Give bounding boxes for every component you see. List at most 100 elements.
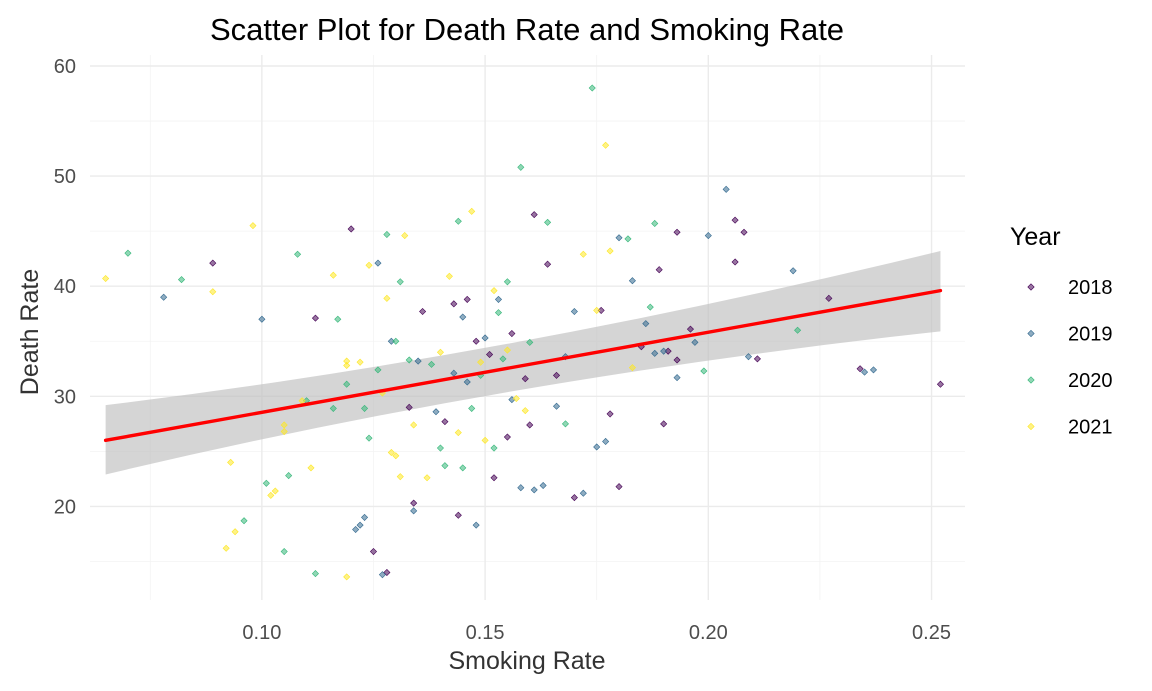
data-point-2020: [794, 326, 802, 334]
data-point-2019: [704, 232, 712, 240]
data-point-2019: [530, 486, 538, 494]
data-point-2021: [503, 346, 511, 354]
data-point-2019: [352, 526, 360, 534]
data-point-2019: [374, 259, 382, 267]
data-point-2020: [177, 276, 186, 284]
data-point-2021: [271, 487, 279, 495]
data-point-2021: [490, 287, 498, 295]
data-point-2018: [731, 216, 739, 224]
chart-title: Scatter Plot for Death Rate and Smoking …: [210, 12, 844, 47]
data-point-2019: [691, 338, 699, 346]
legend: Year 2018 2019 2020 2021: [1010, 223, 1113, 439]
data-point-2020: [441, 462, 449, 470]
data-point-2020: [436, 444, 444, 452]
data-point-2020: [285, 472, 293, 480]
data-point-2021: [579, 250, 587, 258]
data-point-2019: [414, 357, 422, 365]
legend-key-2020: [1027, 376, 1035, 384]
data-point-2020: [392, 337, 400, 345]
data-point-2020: [365, 434, 373, 442]
data-point-2018: [936, 380, 944, 388]
data-point-2018: [311, 314, 319, 322]
data-point-2019: [472, 521, 480, 529]
data-point-2018: [209, 259, 217, 267]
data-point-2021: [521, 407, 529, 415]
data-point-2020: [124, 249, 132, 257]
data-point-2018: [615, 483, 623, 491]
legend-key-2018: [1027, 283, 1035, 291]
data-point-2018: [410, 499, 418, 507]
data-point-2020: [503, 278, 511, 286]
data-point-2018: [450, 300, 458, 308]
data-point-2021: [267, 491, 275, 499]
data-point-2018: [383, 568, 391, 576]
data-point-2020: [517, 163, 525, 171]
legend-label-2018: 2018: [1068, 277, 1113, 299]
data-point-2021: [454, 429, 462, 437]
data-point-2020: [240, 517, 248, 525]
data-point-2019: [258, 315, 266, 323]
data-point-2018: [552, 371, 561, 379]
data-point-2018: [530, 211, 538, 219]
data-point-2021: [222, 544, 230, 552]
data-point-2019: [517, 484, 525, 492]
y-axis-title: Death Rate: [16, 269, 44, 395]
data-point-2021: [383, 294, 391, 302]
data-point-2018: [441, 418, 449, 426]
data-point-2019: [552, 402, 561, 410]
data-point-2020: [427, 360, 436, 368]
data-point-2019: [539, 481, 547, 490]
legend-label-2020: 2020: [1068, 370, 1113, 392]
data-point-2021: [249, 222, 257, 230]
data-point-2020: [311, 570, 319, 578]
data-point-2019: [593, 443, 601, 451]
data-point-2020: [374, 366, 382, 374]
data-point-2019: [869, 366, 878, 374]
data-point-2020: [468, 404, 476, 412]
data-point-2018: [521, 375, 529, 383]
data-point-2020: [361, 404, 369, 412]
data-point-2021: [102, 274, 110, 283]
data-point-2021: [477, 358, 485, 366]
legend-key-2021: [1027, 422, 1035, 431]
data-point-2021: [468, 207, 476, 215]
data-point-2020: [526, 338, 534, 346]
data-point-2021: [307, 464, 315, 472]
data-point-2019: [432, 408, 440, 416]
data-point-2020: [494, 309, 503, 317]
data-point-2018: [486, 350, 494, 358]
data-point-2020: [405, 356, 413, 364]
data-point-2021: [410, 421, 418, 429]
data-point-2021: [209, 288, 217, 296]
data-point-2019: [378, 571, 386, 579]
data-point-2021: [445, 272, 453, 280]
data-point-2021: [396, 473, 404, 481]
data-point-2018: [660, 420, 668, 428]
data-point-2018: [606, 410, 614, 418]
y-tick-label: 20: [54, 496, 76, 518]
y-tick-label: 30: [54, 386, 76, 408]
data-point-2021: [436, 348, 444, 356]
data-point-2019: [410, 507, 418, 515]
data-point-2019: [494, 295, 503, 303]
data-point-2018: [463, 295, 471, 303]
y-tick-labels: 20 30 40 50 60: [54, 56, 76, 518]
data-point-2018: [508, 330, 516, 338]
data-point-2018: [655, 266, 663, 274]
data-point-2018: [347, 225, 355, 233]
data-point-2021: [343, 361, 351, 370]
data-point-2021: [329, 271, 337, 279]
data-point-2021: [392, 452, 400, 460]
x-axis-title: Smoking Rate: [448, 647, 605, 675]
data-point-2020: [624, 235, 632, 243]
legend-label-2021: 2021: [1068, 417, 1113, 439]
data-point-2019: [744, 353, 753, 361]
data-points: [102, 84, 944, 581]
data-point-2020: [544, 218, 552, 226]
data-point-2020: [343, 380, 351, 388]
data-point-2019: [361, 513, 369, 521]
data-point-2019: [615, 234, 623, 242]
data-point-2020: [646, 303, 654, 311]
data-point-2018: [856, 365, 864, 373]
data-point-2020: [334, 315, 342, 323]
